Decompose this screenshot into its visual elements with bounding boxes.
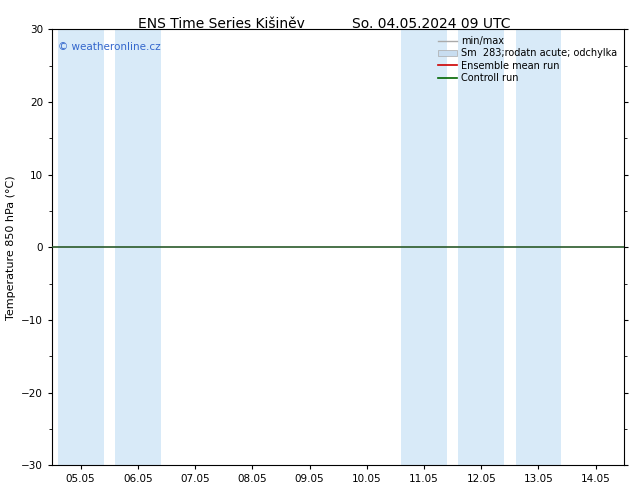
Text: ENS Time Series Kišiněv: ENS Time Series Kišiněv [138, 17, 306, 31]
Bar [401, 29, 447, 465]
Legend: min/max, Sm  283;rodatn acute; odchylka, Ensemble mean run, Controll run: min/max, Sm 283;rodatn acute; odchylka, … [436, 34, 619, 85]
Bar [515, 29, 561, 465]
Text: So. 04.05.2024 09 UTC: So. 04.05.2024 09 UTC [352, 17, 510, 31]
Bar [58, 29, 103, 465]
Text: © weatheronline.cz: © weatheronline.cz [58, 42, 160, 52]
Bar [115, 29, 161, 465]
Y-axis label: Temperature 850 hPa (°C): Temperature 850 hPa (°C) [6, 175, 16, 319]
Bar [458, 29, 504, 465]
